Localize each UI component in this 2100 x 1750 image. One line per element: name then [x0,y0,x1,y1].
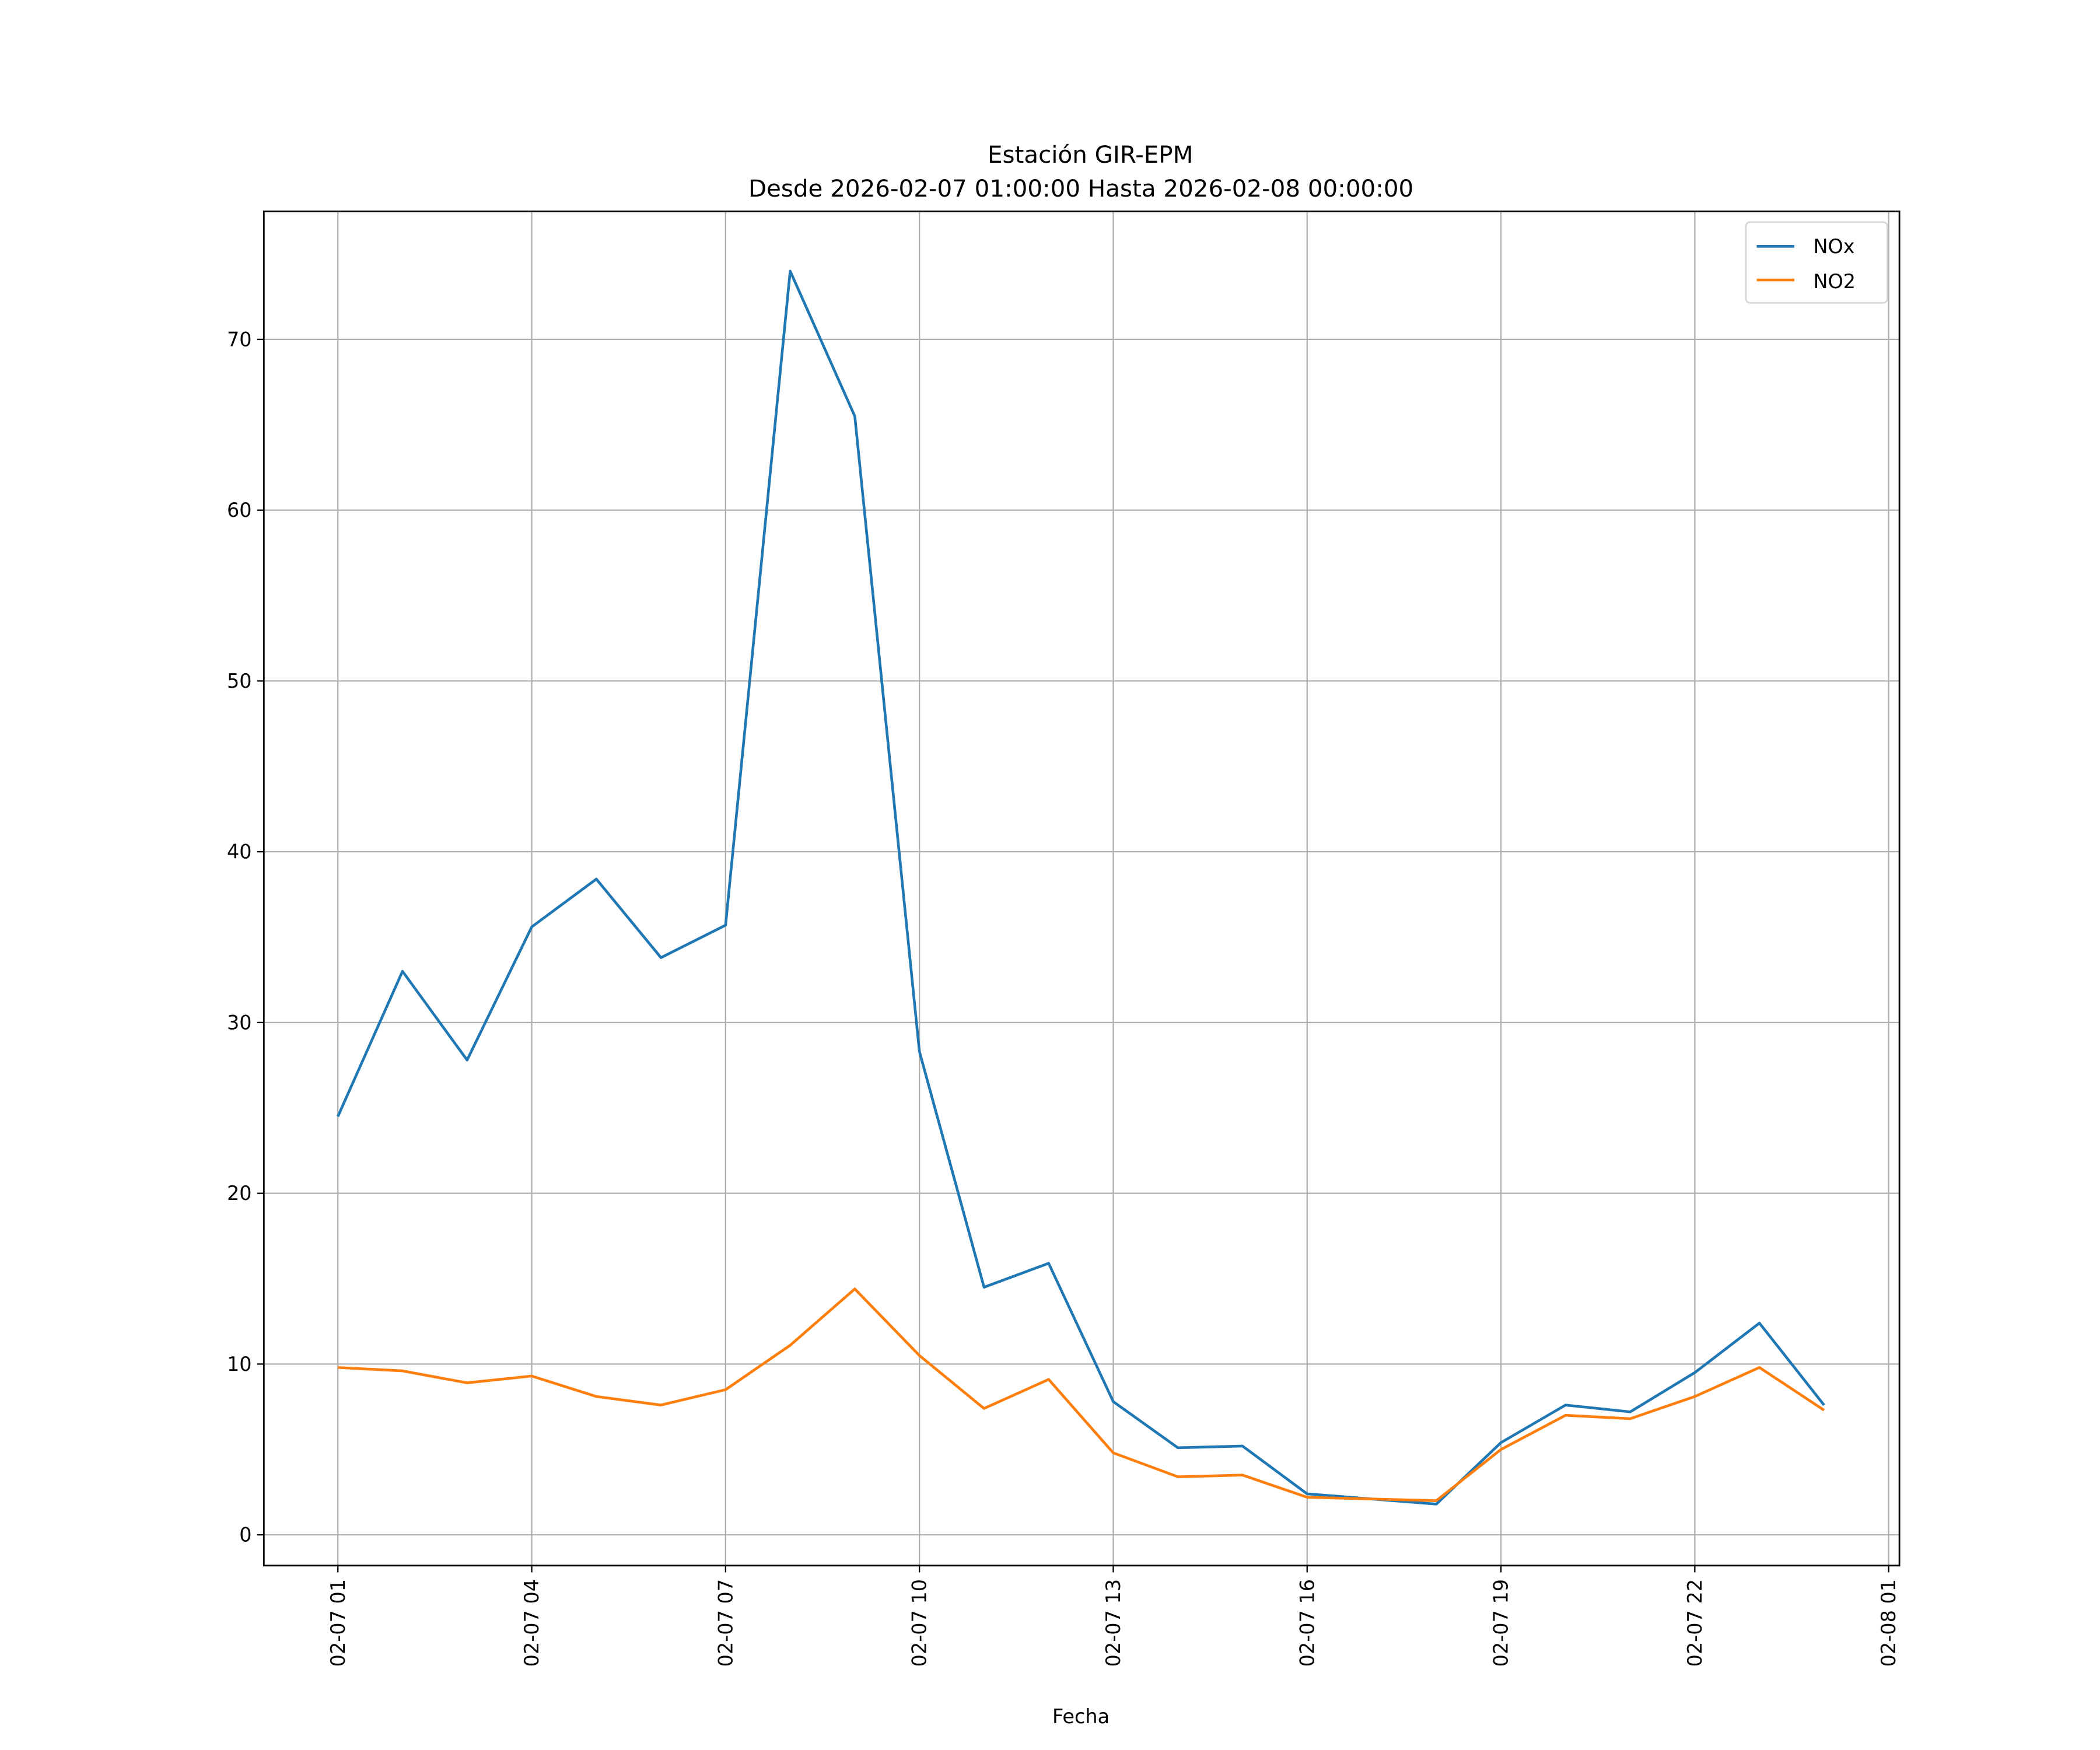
y-tick-label: 20 [227,1182,252,1205]
y-axis: 0 10 20 30 40 50 60 70 [227,328,264,1546]
series-line-nox [337,270,1825,1506]
x-tick-label: 02-07 22 [1684,1579,1706,1667]
x-tick-label: 02-07 04 [520,1579,543,1667]
x-tick-label: 02-07 01 [327,1579,349,1667]
chart-title: Estación GIR-EPM [988,141,1194,169]
x-tick-label: 02-08 01 [1877,1579,1900,1667]
y-tick-label: 50 [227,670,252,692]
x-axis: 02-07 01 02-07 04 02-07 07 02-07 10 02-07 13… [327,1565,1900,1667]
y-tick-label: 10 [227,1353,252,1376]
x-tick-label: 02-07 16 [1296,1579,1318,1667]
x-tick-label: 02-07 13 [1102,1579,1125,1667]
series-lines [337,270,1825,1506]
grid [264,211,1900,1566]
legend-label-no2: NO2 [1813,270,1856,293]
y-tick-label: 0 [239,1524,251,1546]
x-axis-label: Fecha [1052,1705,1110,1728]
chart-subtitle: Desde 2026-02-07 01:00:00 Hasta 2026-02-… [748,175,1413,202]
legend-label-nox: NOx [1813,235,1854,258]
plot-frame [262,210,1901,1567]
y-tick-label: 60 [227,499,252,522]
series-line-no2 [338,1287,1825,1502]
x-tick-label: 02-07 07 [714,1579,737,1667]
y-tick-label: 70 [227,328,252,351]
x-tick-label: 02-07 10 [908,1579,931,1667]
x-tick-label: 02-07 19 [1490,1579,1513,1667]
y-tick-label: 40 [227,841,252,863]
legend: NOx NO2 [1745,221,1888,304]
y-tick-label: 30 [227,1011,252,1034]
